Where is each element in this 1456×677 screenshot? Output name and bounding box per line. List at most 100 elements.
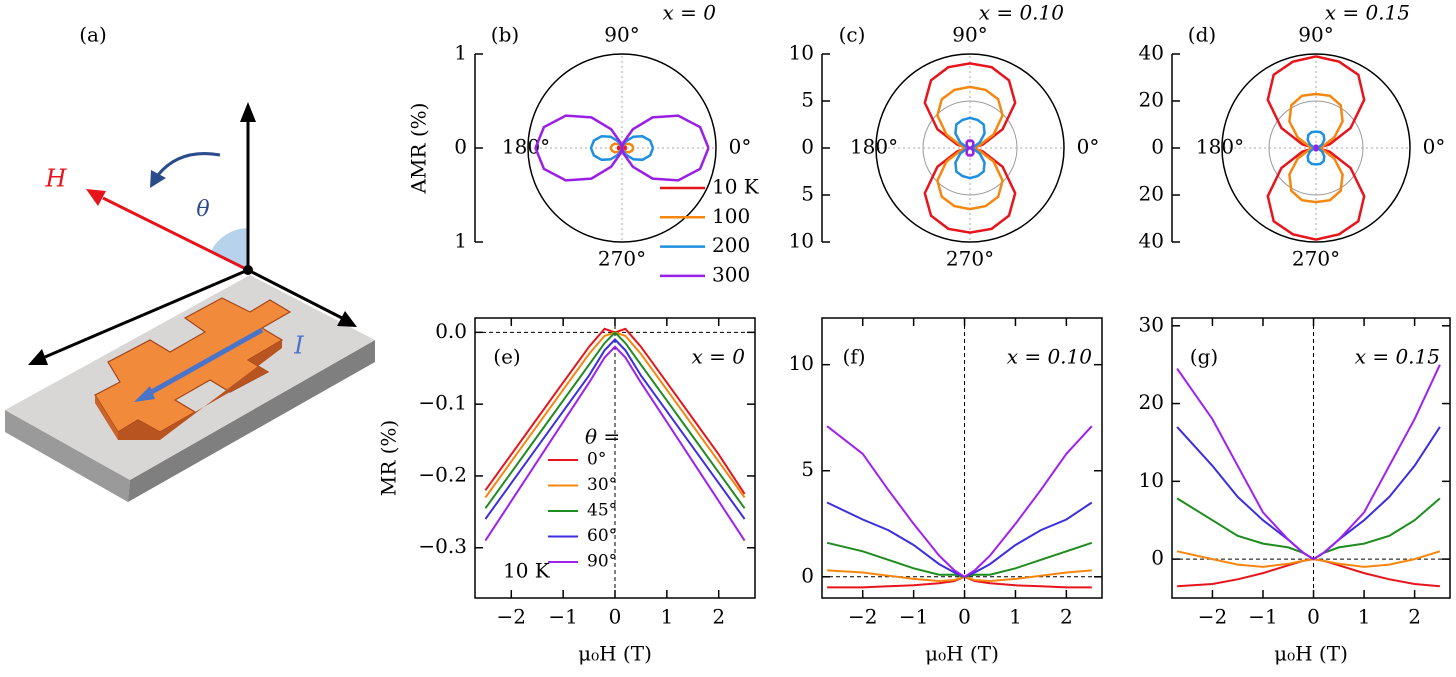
x-tick-label: −2 xyxy=(497,605,526,629)
angle-wedge xyxy=(211,228,248,270)
x-tick-label: 0 xyxy=(958,605,971,629)
y-tick-label: 40 xyxy=(1139,229,1164,253)
legend-label: 10 K xyxy=(712,175,760,199)
y-tick-label: 30 xyxy=(1139,312,1164,336)
polar-curve xyxy=(1313,144,1319,152)
slab-side xyxy=(5,410,130,502)
x-tick-label: −2 xyxy=(848,605,877,629)
x-tick-label: 1 xyxy=(1009,605,1022,629)
angle-label: 180° xyxy=(502,135,550,159)
x-axis-label: μ₀H (T) xyxy=(578,642,652,666)
y-tick-label: 5 xyxy=(801,182,814,206)
mr-curve xyxy=(484,338,746,520)
y-tick-label: −0.1 xyxy=(418,391,467,415)
mr-curve xyxy=(484,345,746,542)
axis-arrow xyxy=(44,268,249,359)
panel-label: (c) xyxy=(839,23,866,47)
field-arrow xyxy=(102,196,249,272)
mr-curve xyxy=(1176,497,1441,561)
annotation: x = 0 xyxy=(663,1,717,25)
angle-label: 180° xyxy=(1196,135,1244,159)
panel-label: (b) xyxy=(491,23,519,47)
annotation: x = 0.10 xyxy=(1007,345,1093,369)
y-tick-label: −0.3 xyxy=(418,534,467,558)
device-side xyxy=(118,340,282,440)
angle-label: 180° xyxy=(850,135,898,159)
schematic: (a) H θ I xyxy=(5,23,375,502)
panel-label: (f) xyxy=(842,345,865,369)
mr-curve xyxy=(826,425,1093,578)
mr-curve xyxy=(484,330,746,509)
angle-label: 0° xyxy=(1423,135,1446,159)
y-tick-label: 5 xyxy=(801,88,814,112)
x-tick-label: 1 xyxy=(1358,605,1371,629)
polar-frame xyxy=(1221,53,1411,243)
y-tick-label: 10 xyxy=(789,41,814,65)
legend-label: 45° xyxy=(587,501,617,521)
field-label: H xyxy=(45,165,68,193)
y-tick-label: 1 xyxy=(454,41,467,65)
mr-curve xyxy=(1176,364,1441,561)
angle-label: 0° xyxy=(1077,135,1100,159)
polar-frame xyxy=(875,53,1065,243)
y-tick-label: −0.2 xyxy=(418,462,467,486)
y-axis-label: MR (%) xyxy=(377,420,401,497)
legend-title: θ = xyxy=(585,425,620,449)
arrow-head xyxy=(150,170,166,188)
legend-label: 30° xyxy=(587,475,617,495)
arrow-head xyxy=(134,386,155,402)
x-tick-label: −1 xyxy=(899,605,928,629)
x-tick-label: 2 xyxy=(712,605,725,629)
panel-label: (a) xyxy=(79,23,107,47)
legend-label: 300 xyxy=(712,262,750,286)
angle-label: 270° xyxy=(946,247,994,271)
angle-label: 270° xyxy=(1292,247,1340,271)
polar-curve xyxy=(589,135,655,162)
plot-frame xyxy=(821,317,1103,599)
arrow-head xyxy=(337,311,357,327)
x-tick-label: 0 xyxy=(609,605,622,629)
arrow-head xyxy=(240,102,256,122)
polar-curve xyxy=(965,139,975,157)
x-axis-label: μ₀H (T) xyxy=(925,642,999,666)
plot-frame xyxy=(474,317,756,599)
angle-label: θ xyxy=(196,197,209,222)
polar-frame xyxy=(527,53,717,243)
y-tick-label: 5 xyxy=(801,457,814,481)
y-tick-label: 1 xyxy=(454,229,467,253)
legend-label: 60° xyxy=(587,526,617,546)
y-tick-label: 20 xyxy=(1139,182,1164,206)
panel-label: (e) xyxy=(493,345,520,369)
angle-label: 270° xyxy=(598,247,646,271)
legend-label: 100 xyxy=(712,204,750,228)
panel-label: (d) xyxy=(1188,23,1216,47)
x-axis-label: μ₀H (T) xyxy=(1274,642,1348,666)
note: 10 K xyxy=(503,559,551,583)
angle-label: 0° xyxy=(729,135,752,159)
y-tick-label: 0 xyxy=(454,135,467,159)
legend-label: 0° xyxy=(587,450,606,470)
slab-side xyxy=(128,340,375,502)
device-side xyxy=(95,395,118,440)
y-tick-label: 0.0 xyxy=(435,319,467,343)
y-tick-label: 10 xyxy=(789,351,814,375)
x-tick-label: −1 xyxy=(548,605,577,629)
mr-curve xyxy=(826,501,1093,578)
arrow-head xyxy=(86,189,106,206)
legend-label: 200 xyxy=(712,233,750,257)
angle-label: 90° xyxy=(952,23,987,47)
mr-curve xyxy=(826,541,1093,578)
annotation: x = 0.15 xyxy=(1355,345,1440,369)
y-tick-label: 0 xyxy=(801,135,814,159)
y-tick-label: 20 xyxy=(1139,88,1164,112)
rotation-arrow xyxy=(156,152,221,176)
x-tick-label: 1 xyxy=(660,605,673,629)
annotation: x = 0.10 xyxy=(979,1,1065,25)
polar-curve xyxy=(534,114,710,182)
current-arrow xyxy=(146,327,264,397)
y-axis-label: AMR (%) xyxy=(407,103,431,195)
angle-label: 90° xyxy=(1298,23,1333,47)
mr-curve xyxy=(1176,550,1441,568)
angle-label: 90° xyxy=(604,23,639,47)
